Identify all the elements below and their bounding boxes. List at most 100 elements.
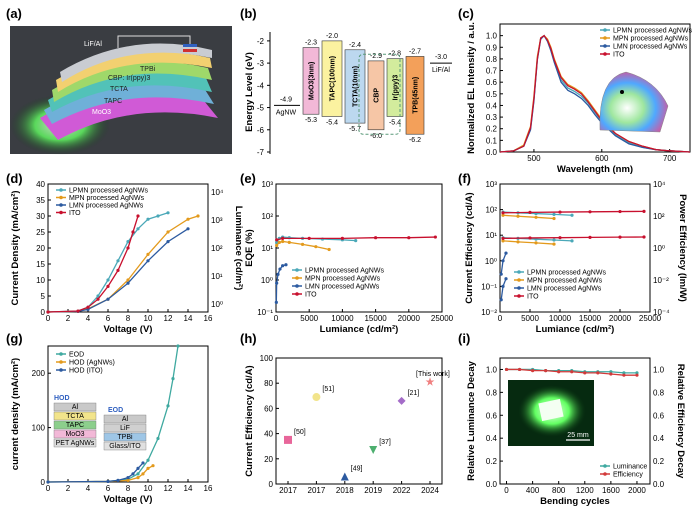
legend-marker (295, 292, 299, 296)
energy-bar-lumo: -2.9 (370, 53, 382, 60)
energy-bar-name: TCTA(10nm) (353, 66, 360, 107)
device-layer-stack (40, 43, 218, 140)
x-axis-label: Bending cycles (540, 496, 610, 507)
energy-bar (367, 60, 385, 131)
legend-marker (59, 203, 63, 207)
x-tick-label: 2 (66, 314, 71, 323)
data-point (300, 242, 305, 246)
energy-bar-homo: -5.7 (349, 126, 361, 133)
data-point (136, 476, 140, 480)
plot-frame (275, 357, 443, 485)
y-tick-label: 10 (36, 276, 45, 285)
data-point (307, 236, 311, 240)
data-point (278, 267, 282, 271)
y-tick-label: 15 (36, 260, 45, 269)
y-tick-label: 10⁰ (261, 276, 273, 285)
data-point (46, 480, 50, 484)
x-tick-label: 2017 (308, 486, 326, 495)
panel-e-chart: 0 5000 10000 15000 20000 25000 10⁻¹ 10⁰ 10¹ 10² 10… (244, 180, 454, 335)
plot-frame (499, 23, 691, 153)
jv-curve (47, 212, 169, 313)
y-tick-label: 0.4 (486, 434, 498, 443)
panel-b-ytick-label: -7 (257, 148, 265, 157)
layer-label-cbp: CBP: Ir(ppy)3 (108, 75, 151, 82)
data-point (196, 214, 200, 218)
plot-frame (499, 357, 651, 485)
y-tick-label: 0.8 (486, 55, 498, 64)
x-tick-label: 10 (144, 484, 153, 493)
hod-layer-label: TAPC (66, 422, 84, 429)
energy-bar-name: CBP (374, 88, 381, 103)
x-tick-label: 25000 (431, 314, 454, 323)
scale-bar-label: 25 mm (567, 432, 589, 439)
y2-tick-label: 10² (653, 212, 665, 221)
y-axis-label: EQE (%) (244, 229, 255, 266)
hod-layer (53, 420, 97, 430)
data-point (528, 236, 532, 240)
panel-a: (a) LiF/Al TPBi CBP: Ir(ppy)3 TCTA TAPC … (6, 6, 232, 155)
data-point (501, 239, 505, 243)
y2-tick-label: 10⁰ (211, 300, 223, 309)
energy-bar (321, 40, 343, 117)
panel-g-chart: 0 2 4 6 8 10 12 14 16 0 100 200 Voltage (V) current d… (10, 344, 213, 505)
efficiency-point (312, 393, 321, 402)
legend-label: Luminance (613, 464, 647, 471)
data-point (517, 367, 522, 372)
y-tick-label: 40 (264, 430, 273, 439)
panel-c: (c) 500 600 700 0.0 0.1 0.2 0.3 0.4 0.5 0.6 0.7 0.8… (458, 6, 692, 175)
eod-layer-label: Al (122, 416, 129, 423)
data-point (146, 466, 150, 470)
data-point (96, 294, 100, 298)
layer-label-lifal: LiF/Al (84, 41, 102, 48)
data-point (504, 367, 509, 372)
y-axis-label: Current Density (mA/cm²) (10, 190, 21, 305)
panel-a-label: (a) (6, 6, 22, 21)
ce-curve (502, 214, 555, 220)
panel-i-chart: 0 400 800 1200 1600 2000 0.0 0.2 0.4 0.6 0.8 1.0 Ben… (466, 357, 686, 507)
layer-label-tcta: TCTA (110, 86, 128, 93)
data-point (46, 310, 50, 314)
y-tick-label: 0.6 (486, 411, 498, 420)
data-point (281, 239, 285, 244)
energy-bar (302, 47, 320, 115)
data-point (166, 230, 170, 234)
y2-tick-label: 0.8 (653, 388, 665, 397)
panel-e: (e) 0 5000 10000 15000 20000 25000 10⁻¹ 10⁰ 10¹ 1… (240, 171, 454, 335)
data-point (281, 264, 285, 268)
x-axis-label: Wavelength (nm) (557, 164, 633, 175)
data-point (146, 252, 150, 256)
legend-marker (59, 195, 63, 200)
data-point (642, 209, 646, 214)
battery-negative (183, 44, 197, 47)
data-point (136, 472, 140, 476)
x-tick-label: 5000 (521, 314, 539, 323)
panel-i: (i) 0 400 800 1200 1600 2000 0.0 0.2 0.4 0.6 0.8 1.… (458, 331, 686, 507)
x-tick-label: 12 (164, 314, 173, 323)
device-emitting-pixel (538, 398, 564, 422)
panel-b-energy-bars: -4.9 AgNW -2.3 -5.3 MoO3(3nm) -2.0 -5.4 TAPC(10… (274, 33, 452, 144)
y-tick-label: 200 (32, 369, 46, 378)
x-axis-label: Lumiance (cd/m²) (320, 324, 399, 335)
data-point (116, 268, 120, 272)
x-tick-label: 6 (106, 484, 111, 493)
reference-label: [49] (351, 465, 363, 472)
data-point (141, 472, 145, 476)
y-tick-label: 0.7 (486, 67, 498, 76)
x-tick-label: 10 (144, 314, 153, 323)
data-point (609, 370, 613, 374)
energy-bar-homo: -6.2 (409, 137, 421, 144)
data-point (534, 215, 538, 219)
y-tick-label: 100 (32, 424, 46, 433)
y-tick-label: 0.4 (486, 101, 498, 110)
layer-label-tpbi: TPBi (140, 66, 156, 73)
data-point (374, 236, 378, 240)
y-tick-label: 0.9 (486, 43, 498, 52)
y2-axis-label: Relative Efficiency Decay (675, 364, 686, 479)
data-point (126, 240, 130, 244)
reference-label: [37] (379, 439, 391, 446)
layer-lif-al (60, 43, 212, 82)
data-point (544, 369, 548, 373)
data-point (146, 458, 150, 462)
hod-layer-label: TCTA (66, 413, 84, 420)
hod-layer-label: Al (72, 404, 79, 411)
